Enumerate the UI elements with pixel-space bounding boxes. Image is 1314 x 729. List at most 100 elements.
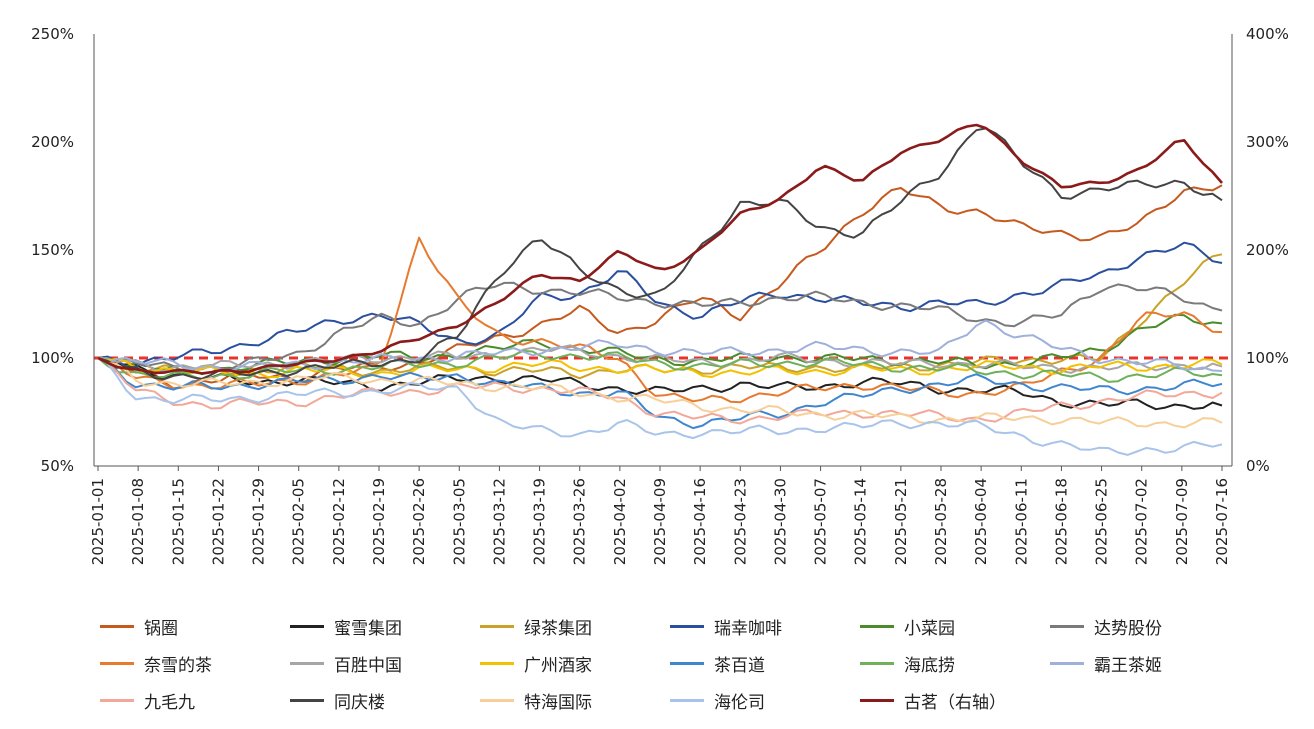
y-right-tick-label: 0%	[1246, 457, 1270, 475]
legend-swatch	[480, 698, 514, 702]
legend-item: 海底捞	[860, 649, 955, 677]
x-tick-label: 2025-06-04	[972, 478, 990, 565]
legend-swatch	[480, 624, 514, 628]
x-tick-label: 2025-03-19	[531, 478, 549, 565]
axes: 250% 200% 150% 100% 50% 400% 300% 200% 100% 0% 202…	[31, 25, 1289, 565]
legend-label: 达势股份	[1094, 618, 1162, 639]
series-line-7	[97, 236, 1223, 404]
x-tick-label: 2025-06-18	[1052, 478, 1070, 565]
x-tick-label: 2025-05-14	[852, 478, 870, 565]
x-tick-label: 2025-04-02	[611, 478, 629, 565]
legend-swatch	[860, 661, 894, 665]
series-line-4	[97, 241, 1223, 368]
legend-swatch	[860, 624, 894, 628]
x-tick-label: 2025-04-09	[651, 478, 669, 565]
legend-swatch	[100, 624, 134, 628]
legend-label: 古茗（右轴）	[904, 692, 1006, 713]
x-tick-label: 2025-04-16	[691, 478, 709, 565]
legend-item: 达势股份	[1050, 612, 1162, 640]
x-tick-label: 2025-03-12	[490, 478, 508, 565]
legend-swatch	[670, 698, 704, 702]
legend-item: 蜜雪集团	[290, 612, 402, 640]
legend-label: 霸王茶姬	[1094, 655, 1162, 676]
legend-item: 同庆楼	[290, 686, 385, 714]
x-tick-label: 2025-01-15	[169, 478, 187, 565]
x-tick-label: 2025-03-05	[450, 478, 468, 565]
legend-swatch	[1050, 661, 1084, 665]
x-tick-label: 2025-02-19	[370, 478, 388, 565]
legend-item: 海伦司	[670, 686, 765, 714]
y-left-tick-label: 200%	[31, 133, 74, 151]
y-right-tick-label: 200%	[1246, 241, 1289, 259]
x-tick-label: 2025-01-08	[129, 478, 147, 565]
x-tick-label: 2025-03-26	[571, 478, 589, 565]
y-right-tick-label: 300%	[1246, 133, 1289, 151]
legend-label: 海伦司	[714, 692, 765, 713]
legend-label: 茶百道	[714, 655, 765, 676]
legend-label: 锅圈	[144, 618, 178, 639]
x-tick-label: 2025-07-09	[1173, 478, 1191, 565]
series-line-17	[97, 123, 1223, 375]
series-line-16	[97, 357, 1223, 456]
x-tick-label: 2025-05-28	[932, 478, 950, 565]
series-line-2	[97, 357, 1223, 411]
legend-label: 同庆楼	[334, 692, 385, 713]
legend-item: 小菜园	[860, 612, 955, 640]
legend-swatch	[670, 661, 704, 665]
y-right-tick-label: 400%	[1246, 25, 1289, 43]
x-tick-label: 2025-02-12	[330, 478, 348, 565]
legend-swatch	[100, 661, 134, 665]
legend-swatch	[290, 624, 324, 628]
y-left-tick-label: 250%	[31, 25, 74, 43]
x-tick-label: 2025-01-29	[250, 478, 268, 565]
x-tick-label: 2025-02-26	[410, 478, 428, 565]
legend-swatch	[100, 698, 134, 702]
legend-item: 特海国际	[480, 686, 592, 714]
legend-swatch	[290, 661, 324, 665]
series-line-13	[97, 357, 1223, 425]
legend-label: 蜜雪集团	[334, 618, 402, 639]
legend-item: 广州酒家	[480, 649, 592, 677]
x-tick-label: 2025-06-25	[1093, 478, 1111, 565]
legend-item: 茶百道	[670, 649, 765, 677]
legend-label: 海底捞	[904, 655, 955, 676]
legend-item: 九毛九	[100, 686, 195, 714]
series-line-14	[97, 127, 1223, 381]
legend-label: 百胜中国	[334, 655, 402, 676]
legend-swatch	[480, 661, 514, 665]
legend-item: 锅圈	[100, 612, 178, 640]
x-tick-label: 2025-02-05	[290, 478, 308, 565]
y-left-tick-label: 100%	[31, 349, 74, 367]
legend-swatch	[670, 624, 704, 628]
legend-item: 百胜中国	[290, 649, 402, 677]
x-tick-label: 2025-04-30	[771, 478, 789, 565]
legend-label: 绿茶集团	[524, 618, 592, 639]
legend-label: 特海国际	[524, 692, 592, 713]
x-tick-label: 2025-05-21	[892, 478, 910, 565]
series-line-11	[97, 349, 1223, 383]
legend-item: 瑞幸咖啡	[670, 612, 782, 640]
legend-item: 奈雪的茶	[100, 649, 212, 677]
x-tick-label: 2025-07-16	[1213, 478, 1231, 565]
legend-label: 广州酒家	[524, 655, 592, 676]
legend-swatch	[1050, 624, 1084, 628]
x-tick-label: 2025-07-02	[1133, 478, 1151, 565]
y-left-tick-label: 150%	[31, 241, 74, 259]
x-tick-label: 2025-04-23	[731, 478, 749, 565]
legend-swatch	[290, 698, 324, 702]
legend-swatch	[860, 698, 894, 702]
series-lines	[97, 123, 1223, 456]
x-tick-label: 2025-01-01	[89, 478, 107, 565]
y-left-tick-label: 50%	[41, 457, 74, 475]
series-line-6	[97, 281, 1223, 374]
legend-item: 霸王茶姬	[1050, 649, 1162, 677]
legend-item: 古茗（右轴）	[860, 686, 1006, 714]
x-tick-label: 2025-01-22	[209, 478, 227, 565]
legend-label: 小菜园	[904, 618, 955, 639]
legend-label: 瑞幸咖啡	[714, 618, 782, 639]
y-right-tick-label: 100%	[1246, 349, 1289, 367]
series-line-12	[97, 319, 1223, 373]
legend-label: 九毛九	[144, 692, 195, 713]
legend-item: 绿茶集团	[480, 612, 592, 640]
